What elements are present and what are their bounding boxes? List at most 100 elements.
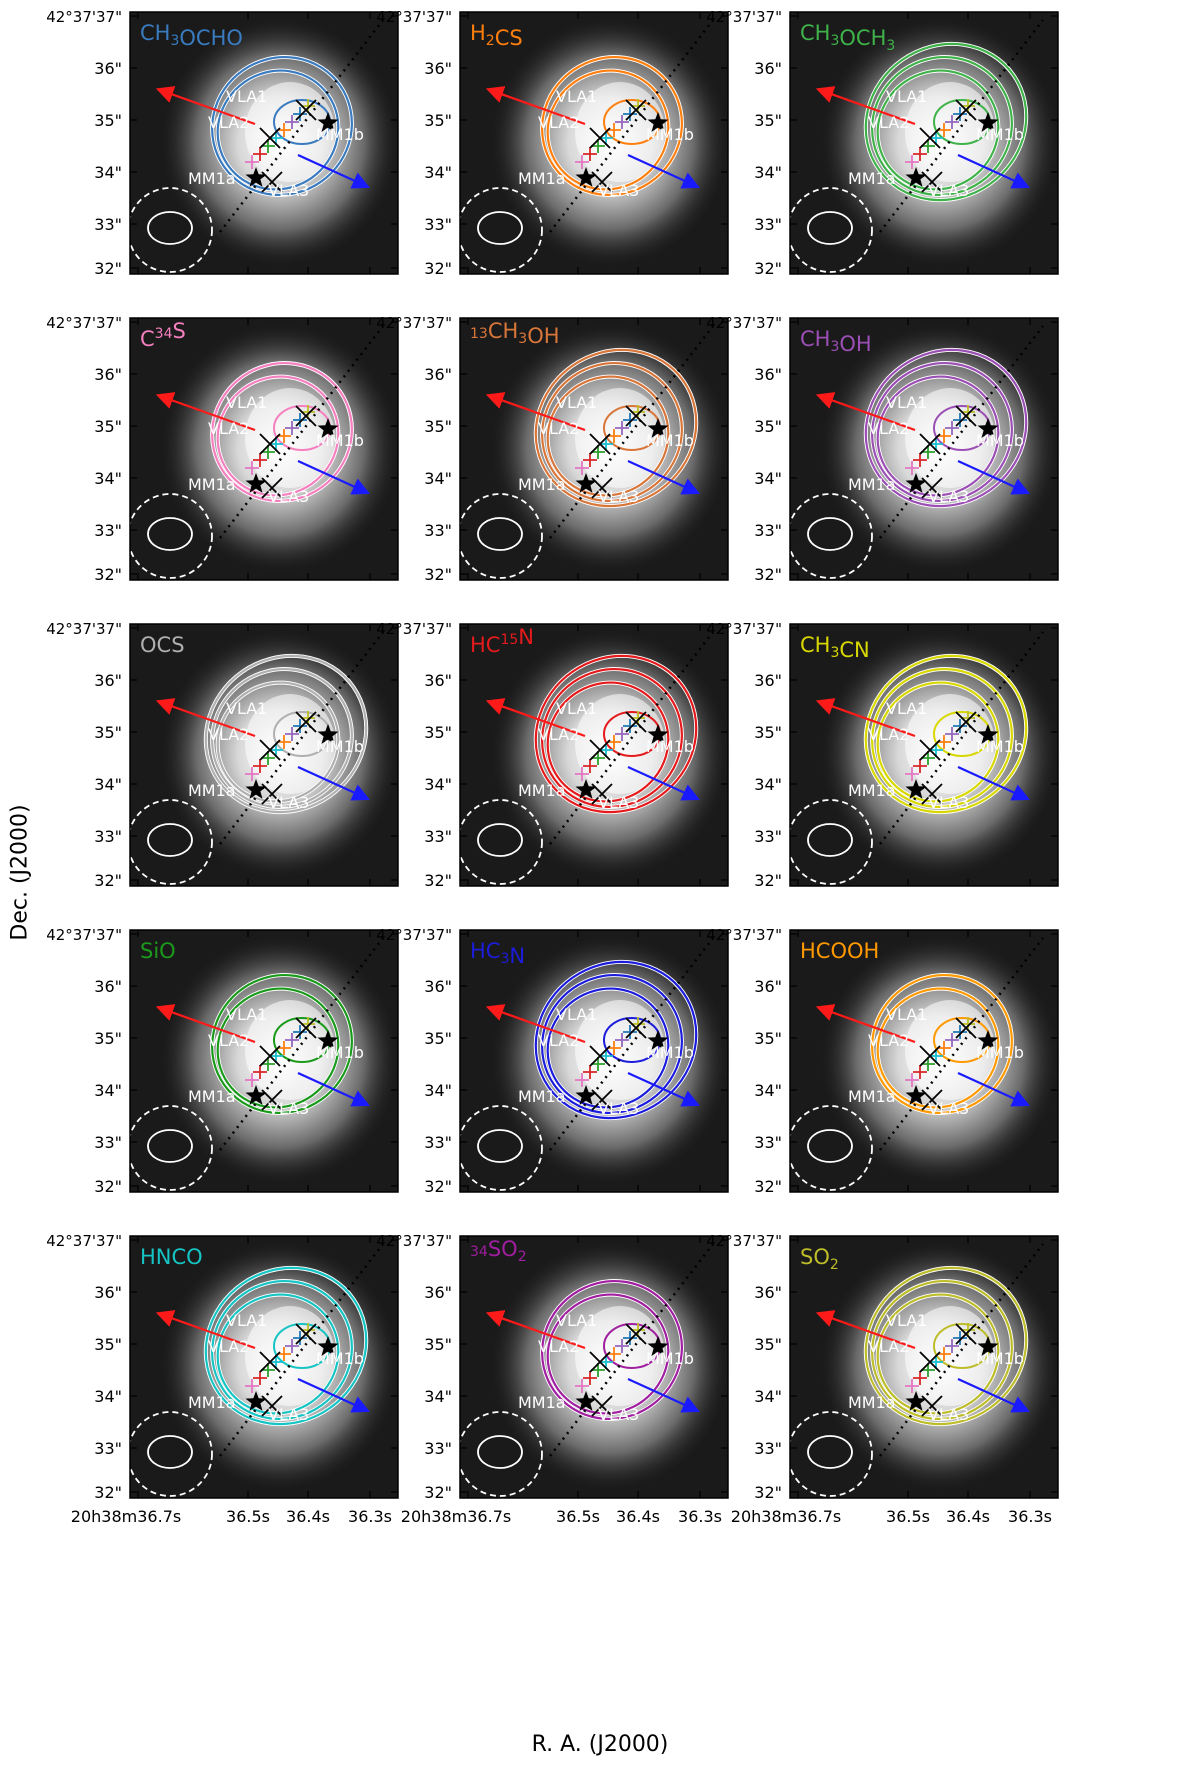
maser-cross: [253, 1371, 267, 1385]
panel-frame: [129, 623, 399, 887]
contour-line: [534, 654, 698, 814]
maser-cross: [293, 413, 307, 427]
dec-tick-label: 36": [94, 977, 122, 996]
dec-tick-label: 33": [424, 1133, 452, 1152]
intensity-peak: [905, 82, 995, 182]
maser-cross: [905, 1073, 919, 1087]
beam-ellipse: [807, 1435, 853, 1469]
dec-tick-label: 35": [754, 1335, 782, 1354]
source-label-mm1b: MM1b: [976, 1043, 1024, 1062]
maser-cross: [269, 1355, 283, 1369]
panel-title: HC3N: [470, 939, 525, 968]
maser-cross: [631, 405, 645, 419]
maser-cross: [905, 155, 919, 169]
dec-tick-label: 36": [754, 59, 782, 78]
contour-line: [871, 667, 1013, 809]
dec-tick-label: 33": [754, 827, 782, 846]
blueshift-arrow: [627, 1377, 701, 1413]
maser-cross: [269, 743, 283, 757]
mm-source-star: [575, 779, 597, 799]
dec-tick-label: 35": [94, 1335, 122, 1354]
beam-ellipse: [477, 517, 523, 551]
maser-cross: [285, 421, 299, 435]
maser-cross: [245, 1379, 259, 1393]
maser-cross: [261, 751, 275, 765]
dec-tick-label: 35": [424, 111, 452, 130]
source-label-mm1b: MM1b: [646, 737, 694, 756]
source-label-vla3: VLA3: [268, 1099, 309, 1118]
vla-source-marker: [955, 1017, 977, 1039]
contour-line: [546, 681, 670, 803]
contour-line: [204, 1266, 368, 1426]
source-label-vla2: VLA2: [868, 725, 909, 744]
dec-tick-label: 32": [94, 1483, 122, 1502]
redshift-arrow: [485, 1004, 586, 1044]
dec-tick-label: 36": [94, 59, 122, 78]
maser-cross: [945, 1033, 959, 1047]
beam-dashed: [787, 1105, 873, 1191]
dec-tick-label: 42°37'37": [376, 1232, 452, 1250]
intensity-peak: [905, 1000, 995, 1100]
panel-so2: VLA1 VLA2 MM1b MM1a VLA3 42°37'37" 36" 35" 34" 33…: [706, 1232, 1060, 1526]
dec-tick-label: 35": [94, 723, 122, 742]
dec-tick-label: 33": [424, 215, 452, 234]
panel-title: CH3OH: [800, 327, 872, 356]
source-label-mm1a: MM1a: [848, 169, 896, 188]
dec-tick-label: 32": [754, 1483, 782, 1502]
contour-line: [546, 987, 670, 1109]
panel-h2cs: VLA1 VLA2 MM1b MM1a VLA3 42°37'37" 36" 35" 34" 33…: [376, 8, 730, 278]
contour-line: [864, 42, 1028, 202]
source-label-vla3: VLA3: [268, 181, 309, 200]
maser-cross: [253, 1065, 267, 1079]
vla-source-marker: [259, 1351, 281, 1373]
dec-tick-label: 33": [754, 1439, 782, 1458]
dec-tick-label: 32": [754, 565, 782, 584]
source-label-vla1: VLA1: [886, 87, 927, 106]
mm-source-star: [245, 167, 267, 187]
maser-cross: [293, 107, 307, 121]
vla-source-marker: [295, 1017, 317, 1039]
dec-tick-label: 36": [94, 365, 122, 384]
dec-tick-label: 34": [94, 1081, 122, 1100]
beam-ellipse: [147, 1435, 193, 1469]
vla-source-marker: [589, 127, 611, 149]
ra-tick-label: 36.5s: [226, 1507, 270, 1526]
source-label-mm1a: MM1a: [188, 781, 236, 800]
maser-cross: [599, 743, 613, 757]
dec-tick-label: 32": [94, 871, 122, 890]
blueshift-arrow: [957, 153, 1031, 189]
vla-source-marker: [295, 405, 317, 427]
vla-source-marker: [625, 405, 647, 427]
source-label-vla2: VLA2: [538, 1031, 579, 1050]
blueshift-arrow: [297, 1377, 371, 1413]
panel-ch3cn: VLA1 VLA2 MM1b MM1a VLA3 42°37'37" 36" 35" 34" 33…: [706, 620, 1060, 890]
beam-ellipse: [477, 211, 523, 245]
vla-source-marker: [259, 739, 281, 761]
source-label-mm1a: MM1a: [188, 475, 236, 494]
contour-line: [211, 55, 353, 197]
dec-tick-label: 34": [754, 1387, 782, 1406]
source-label-mm1b: MM1b: [976, 431, 1024, 450]
dec-tick-label: 33": [94, 1133, 122, 1152]
contour-line: [871, 55, 1013, 197]
beam-dashed: [127, 1411, 213, 1497]
dec-tick-label: 35": [424, 417, 452, 436]
dec-tick-label: 35": [94, 111, 122, 130]
contour-line: [216, 1293, 340, 1415]
contour-line: [864, 1266, 1028, 1426]
source-label-vla1: VLA1: [226, 1311, 267, 1330]
panel-13ch3oh: VLA1 VLA2 MM1b MM1a VLA3 42°37'37" 36" 35" 34" 33…: [376, 314, 730, 584]
maser-cross: [583, 1065, 597, 1079]
contour-line: [216, 375, 340, 497]
jet-axis-line: [219, 325, 384, 539]
dec-tick-label: 42°37'37": [46, 8, 122, 26]
blueshift-arrow: [627, 1071, 701, 1107]
maser-cross: [293, 1331, 307, 1345]
dec-tick-label: 32": [754, 871, 782, 890]
redshift-arrow: [815, 1310, 916, 1350]
maser-cross: [301, 1323, 315, 1337]
blueshift-arrow: [627, 153, 701, 189]
maser-cross: [599, 437, 613, 451]
source-label-vla1: VLA1: [886, 393, 927, 412]
